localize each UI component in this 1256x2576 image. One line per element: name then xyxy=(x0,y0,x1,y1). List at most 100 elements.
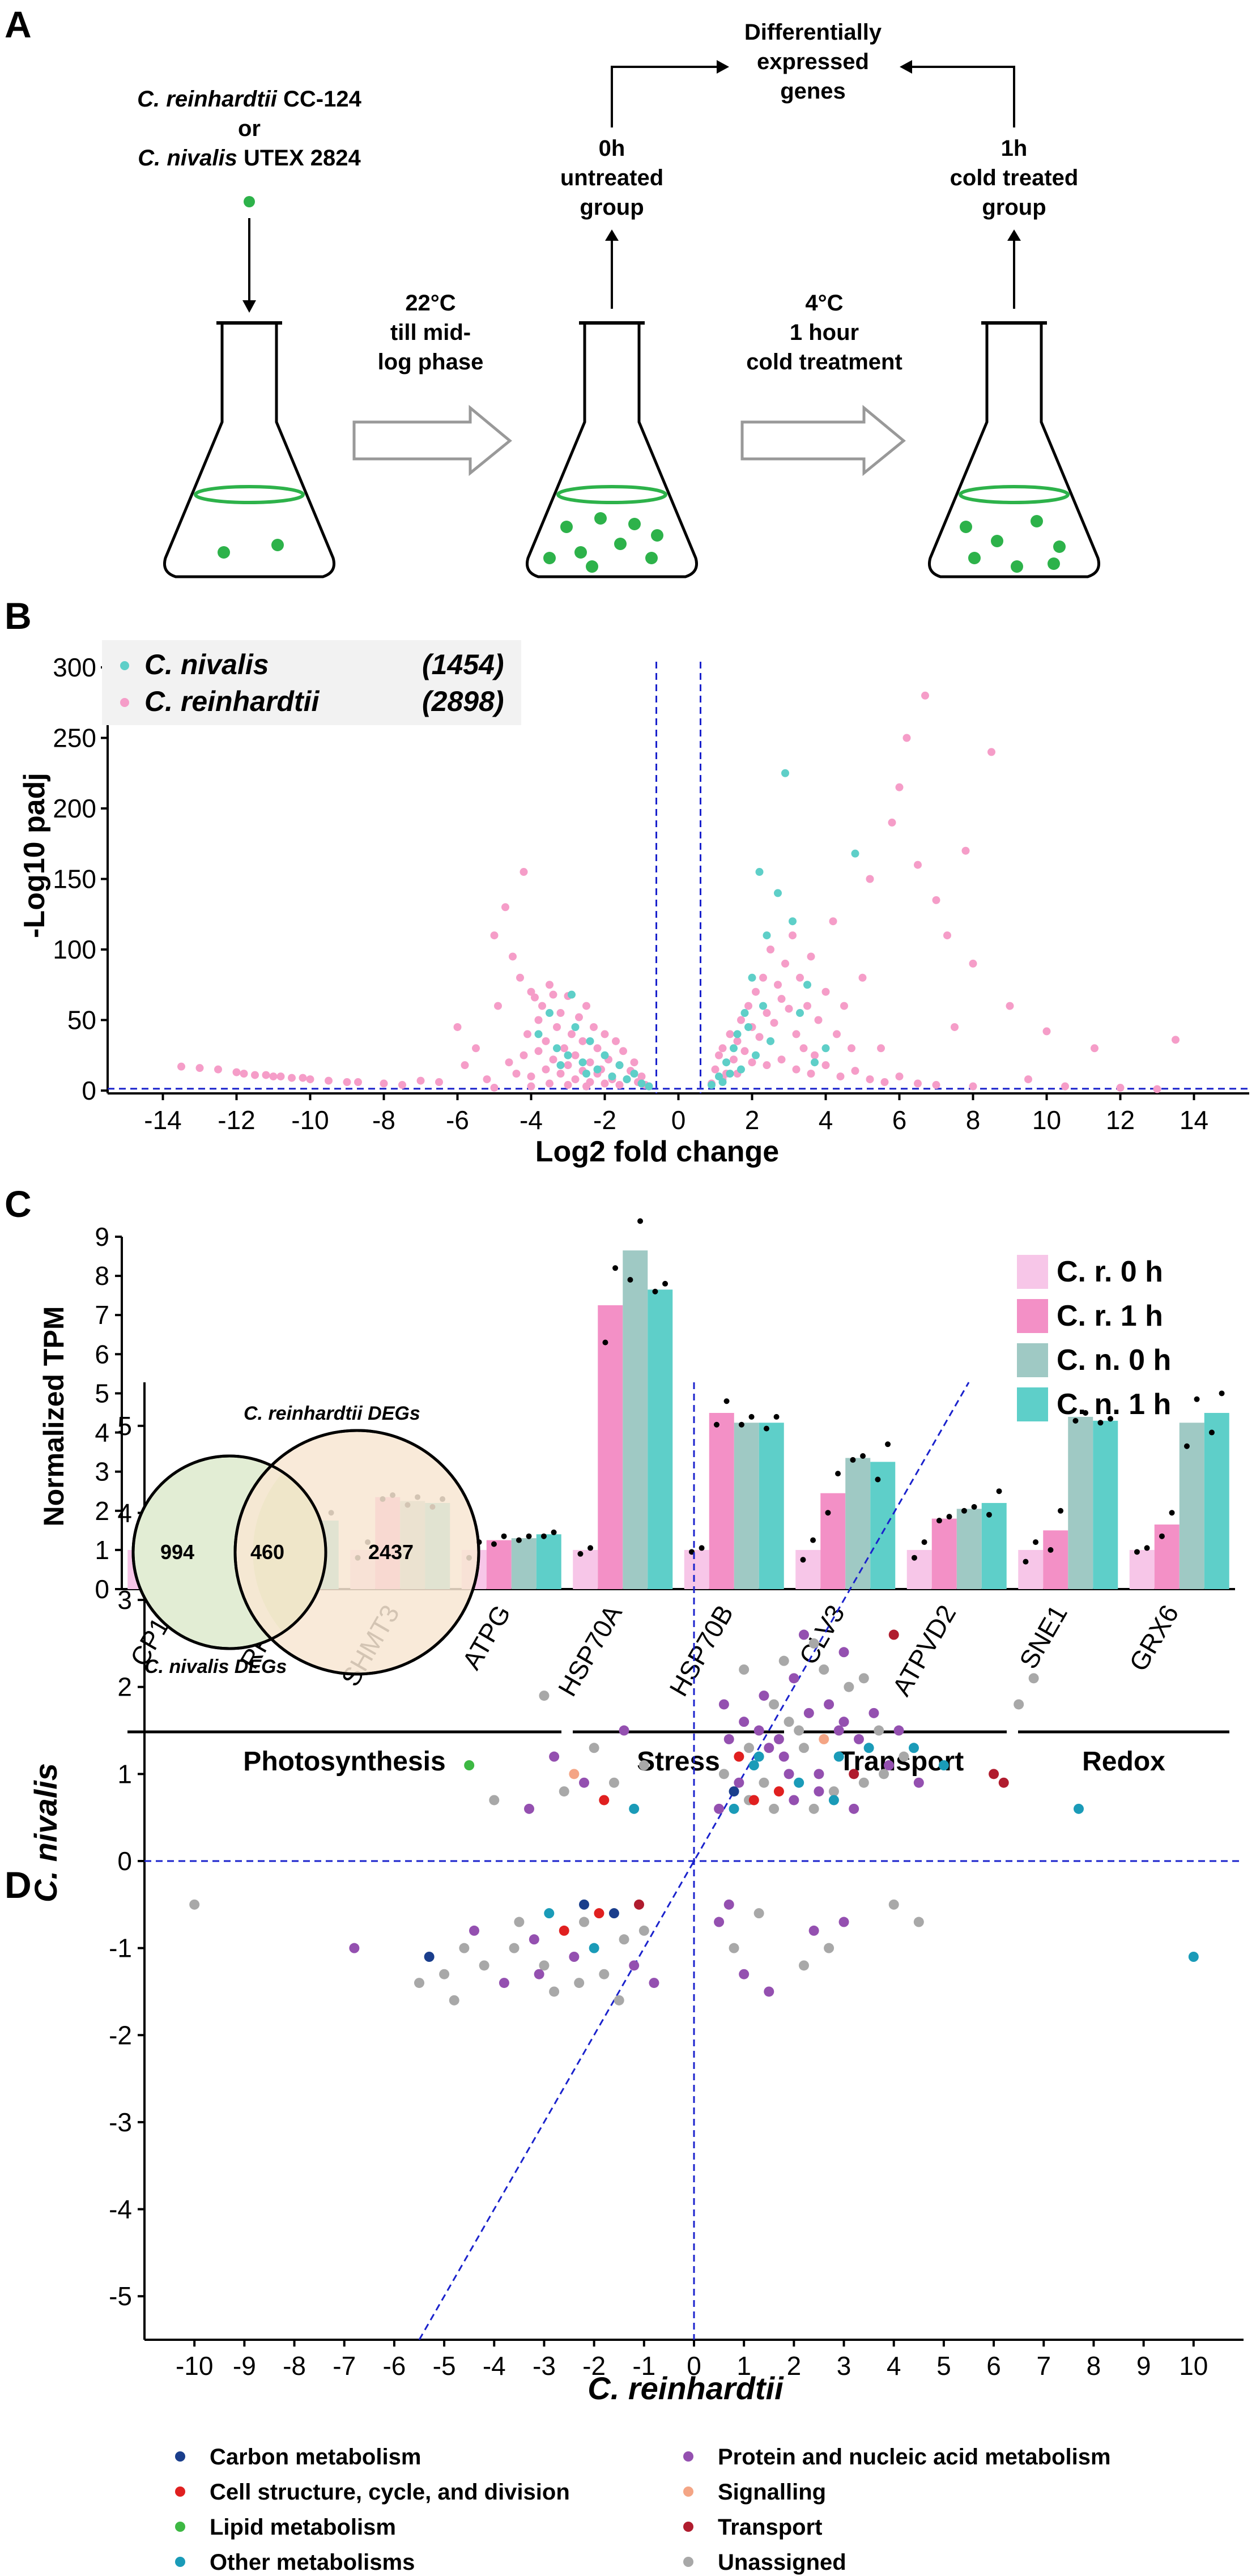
replicate-dot xyxy=(1058,1508,1064,1514)
volcano-point xyxy=(601,1030,609,1038)
volcano-point xyxy=(483,1075,491,1084)
scatter-point xyxy=(479,1960,489,1971)
replicate-dot xyxy=(1048,1547,1054,1553)
volcano-point xyxy=(276,1072,285,1081)
volcano-point xyxy=(755,1033,764,1041)
volcano-point xyxy=(586,1037,594,1045)
volcano-point xyxy=(969,1082,977,1091)
step1-line2: till mid- xyxy=(390,320,471,345)
scatter-point xyxy=(838,1917,849,1927)
volcano-point xyxy=(767,1037,774,1045)
volcano-point xyxy=(615,1081,624,1089)
volcano-point xyxy=(858,973,867,982)
scatter-y-tick-label: -1 xyxy=(109,1934,132,1963)
panel-label-d: D xyxy=(5,1864,32,1906)
bar xyxy=(1043,1530,1068,1589)
scatter-point xyxy=(858,1673,869,1684)
replicate-dot xyxy=(1208,1429,1215,1436)
volcano-x-tick-label: -12 xyxy=(218,1105,255,1135)
scatter-point xyxy=(879,1769,889,1779)
step2-line1: 4°C xyxy=(805,291,843,316)
volcano-point xyxy=(726,1030,734,1038)
volcano-point xyxy=(733,1030,742,1038)
replicate-dot xyxy=(723,1398,730,1404)
scatter-point xyxy=(718,1699,729,1710)
group0-line1: 0h xyxy=(599,136,625,161)
scatter-legend-marker xyxy=(175,2557,185,2567)
scatter-x-tick-label: -7 xyxy=(333,2351,356,2381)
scatter-point xyxy=(833,1725,844,1736)
replicate-dot xyxy=(713,1421,719,1428)
scatter-point xyxy=(534,1969,544,1979)
panel-label-a: A xyxy=(5,3,32,45)
scatter-point xyxy=(769,1699,780,1710)
scatter-point xyxy=(849,1803,859,1814)
scatter-legend-marker xyxy=(683,2557,693,2567)
volcano-point xyxy=(571,1051,580,1059)
volcano-point xyxy=(951,1023,959,1031)
volcano-point xyxy=(586,1058,594,1067)
scatter-point xyxy=(1028,1673,1039,1684)
volcano-x-tick-label: -4 xyxy=(520,1105,543,1135)
replicate-dot xyxy=(501,1533,507,1539)
scatter-point xyxy=(838,1647,849,1658)
replicate-dot xyxy=(1097,1420,1104,1426)
volcano-point xyxy=(748,973,756,982)
scatter-point xyxy=(893,1725,904,1736)
scatter-point xyxy=(778,1655,789,1666)
bar-legend-swatch xyxy=(1017,1299,1048,1333)
scatter-x-tick-label: -10 xyxy=(176,2351,213,2381)
volcano-point xyxy=(608,1072,616,1081)
volcano-point xyxy=(752,1051,760,1059)
scatter-point xyxy=(868,1708,879,1718)
volcano-point xyxy=(637,1079,646,1088)
replicate-dot xyxy=(1159,1533,1165,1539)
scatter-point xyxy=(559,1925,569,1936)
volcano-point xyxy=(615,1061,624,1070)
scatter-point xyxy=(799,1960,809,1971)
volcano-point xyxy=(763,931,771,940)
scatter-y-tick-label: -4 xyxy=(109,2195,132,2224)
scatter-x-tick-label: -9 xyxy=(233,2351,256,2381)
bar-legend-swatch xyxy=(1017,1255,1048,1289)
scatter-point xyxy=(723,1899,734,1910)
bar xyxy=(981,1502,1007,1589)
volcano-point xyxy=(556,1009,565,1017)
volcano-point xyxy=(770,1019,778,1027)
volcano-point xyxy=(866,1075,874,1084)
replicate-dot xyxy=(688,1549,695,1555)
volcano-point xyxy=(821,1044,830,1053)
bar xyxy=(598,1305,623,1589)
volcano-point xyxy=(619,1047,627,1055)
volcano-point xyxy=(546,1009,554,1017)
volcano-x-tick-label: 0 xyxy=(671,1105,686,1135)
bar xyxy=(820,1493,846,1589)
volcano-point xyxy=(637,1072,646,1081)
volcano-point xyxy=(792,1030,801,1038)
volcano-point xyxy=(932,896,940,904)
bar xyxy=(1154,1524,1180,1589)
volcano-point xyxy=(416,1076,425,1085)
bar-legend-swatch xyxy=(1017,1343,1048,1377)
volcano-point xyxy=(571,1023,580,1031)
scatter-point xyxy=(989,1769,999,1779)
volcano-point xyxy=(733,1037,742,1045)
volcano-point xyxy=(921,691,929,700)
volcano-point xyxy=(807,1070,815,1078)
scatter-point xyxy=(938,1760,949,1770)
volcano-point xyxy=(531,993,539,1002)
replicate-dot xyxy=(946,1514,952,1520)
bar-legend-swatch xyxy=(1017,1387,1048,1421)
replicate-dot xyxy=(1023,1559,1029,1565)
scatter-point xyxy=(524,1803,534,1814)
venn-diagram: C. reinhardtii DEGs C. nivalis DEGs 994 … xyxy=(131,1403,480,1677)
volcano-point xyxy=(1091,1044,1099,1053)
volcano-point xyxy=(987,748,995,756)
volcano-point xyxy=(774,981,782,989)
scatter-point xyxy=(824,1699,835,1710)
replicate-dot xyxy=(627,1277,633,1283)
volcano-point xyxy=(590,1023,598,1031)
volcano-point xyxy=(1024,1075,1032,1084)
process-arrow-1 xyxy=(352,405,512,476)
